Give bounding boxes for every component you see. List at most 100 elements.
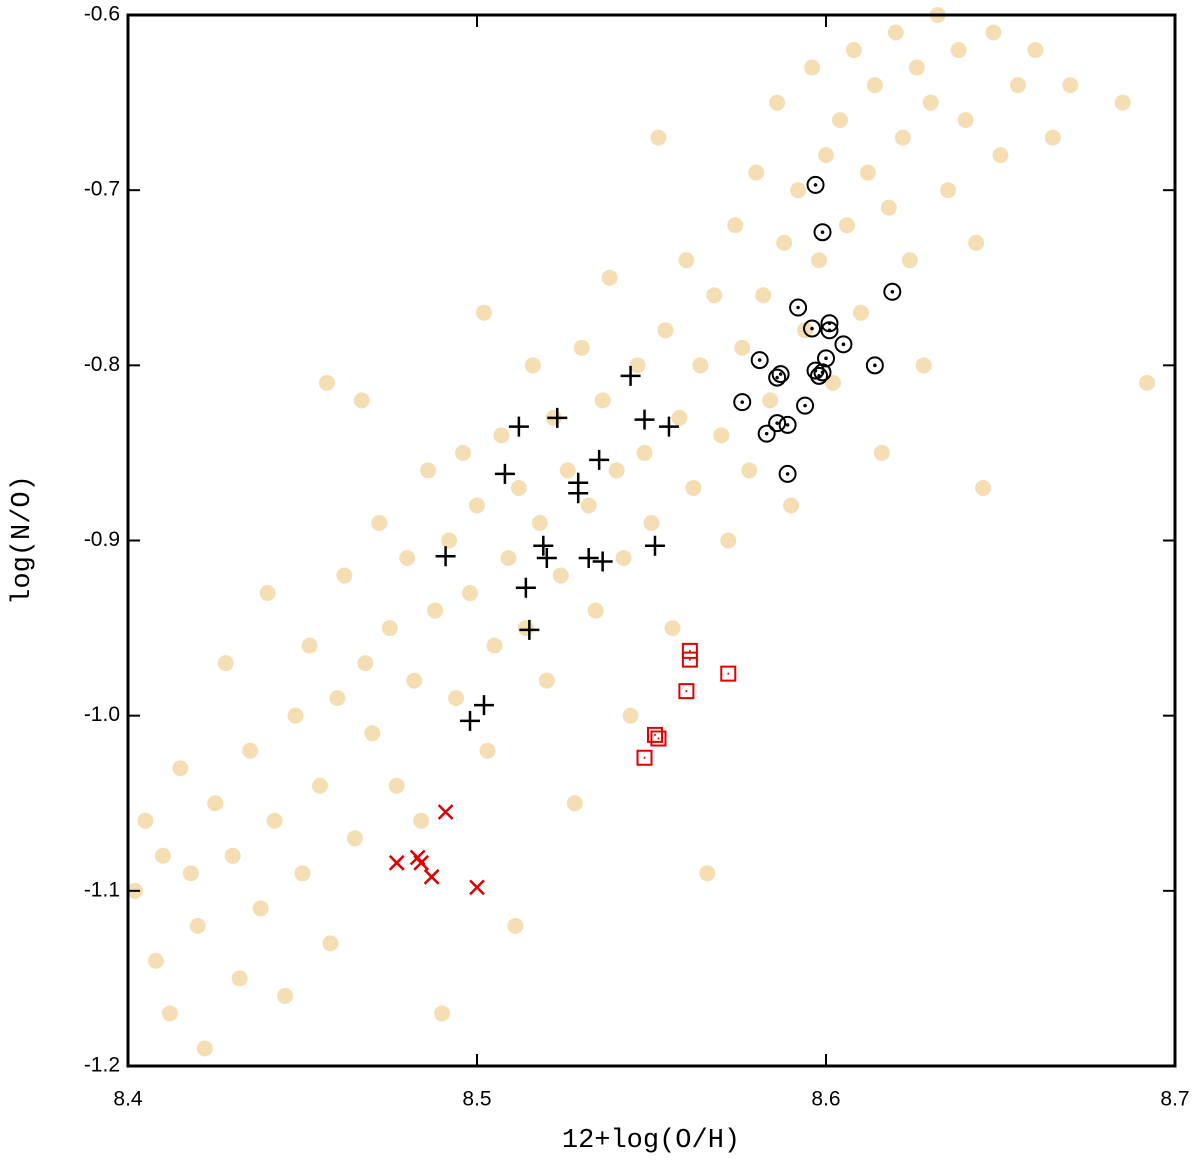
point bbox=[494, 463, 515, 484]
point bbox=[371, 514, 388, 531]
point bbox=[789, 298, 808, 317]
point bbox=[678, 683, 695, 700]
point bbox=[650, 129, 667, 146]
point bbox=[420, 462, 437, 479]
point bbox=[720, 665, 737, 682]
point bbox=[806, 175, 825, 194]
point bbox=[1027, 42, 1044, 59]
point bbox=[748, 164, 765, 181]
point bbox=[1139, 374, 1156, 391]
point bbox=[336, 567, 353, 584]
point bbox=[620, 365, 641, 386]
point bbox=[985, 24, 1002, 41]
point bbox=[524, 357, 541, 374]
point bbox=[507, 917, 524, 934]
point bbox=[658, 416, 679, 437]
point bbox=[838, 217, 855, 234]
point bbox=[727, 217, 744, 234]
point bbox=[568, 483, 589, 504]
point bbox=[161, 1005, 178, 1022]
point bbox=[813, 223, 832, 242]
point bbox=[346, 830, 363, 847]
point bbox=[992, 147, 1009, 164]
point bbox=[1009, 77, 1026, 94]
point bbox=[741, 462, 758, 479]
point bbox=[147, 952, 164, 969]
point bbox=[294, 865, 311, 882]
point bbox=[462, 585, 479, 602]
point bbox=[615, 550, 632, 567]
x-tick-label: 8.4 bbox=[113, 1088, 143, 1111]
point bbox=[469, 497, 485, 514]
point bbox=[957, 112, 974, 129]
point bbox=[622, 707, 639, 724]
point bbox=[750, 351, 769, 369]
point bbox=[536, 548, 557, 569]
point bbox=[519, 619, 540, 640]
point bbox=[734, 339, 751, 356]
point bbox=[531, 514, 548, 531]
point bbox=[975, 479, 992, 496]
x-tick-label: 8.7 bbox=[1160, 1088, 1189, 1111]
point bbox=[636, 444, 653, 461]
point bbox=[880, 199, 897, 216]
point bbox=[834, 335, 853, 354]
point bbox=[824, 374, 841, 391]
plot-marks bbox=[126, 7, 1156, 1057]
point bbox=[517, 620, 534, 637]
point bbox=[441, 532, 458, 549]
point bbox=[678, 252, 695, 269]
point bbox=[644, 535, 665, 556]
point bbox=[811, 252, 828, 269]
x-axis-label: 12+log(O/H) bbox=[562, 1126, 740, 1156]
point bbox=[643, 514, 660, 531]
point bbox=[873, 444, 890, 461]
point bbox=[318, 374, 335, 391]
point bbox=[329, 690, 346, 707]
point bbox=[515, 577, 536, 598]
point bbox=[578, 548, 599, 569]
point bbox=[608, 462, 625, 479]
point bbox=[448, 690, 465, 707]
point bbox=[940, 182, 957, 199]
point bbox=[706, 287, 723, 304]
point bbox=[189, 917, 206, 934]
point bbox=[364, 725, 381, 742]
point bbox=[664, 620, 681, 637]
point bbox=[573, 339, 590, 356]
point bbox=[381, 620, 398, 637]
x-tick-label: 8.5 bbox=[462, 1088, 491, 1111]
point bbox=[182, 865, 199, 882]
point bbox=[469, 879, 485, 896]
point bbox=[510, 479, 527, 496]
point bbox=[277, 987, 294, 1004]
point bbox=[818, 147, 834, 164]
point bbox=[493, 427, 510, 444]
point bbox=[547, 407, 568, 428]
point bbox=[887, 24, 904, 41]
point bbox=[950, 42, 967, 59]
point bbox=[311, 777, 328, 794]
point bbox=[831, 112, 848, 129]
point bbox=[813, 363, 832, 382]
plot-frame bbox=[126, 13, 1177, 1068]
point bbox=[783, 497, 800, 514]
point bbox=[894, 129, 911, 146]
point bbox=[435, 546, 456, 567]
point bbox=[699, 865, 716, 882]
point bbox=[196, 1040, 213, 1057]
point bbox=[636, 749, 653, 766]
point bbox=[646, 726, 663, 743]
point bbox=[901, 252, 918, 269]
point bbox=[762, 392, 779, 409]
point bbox=[172, 760, 189, 777]
point bbox=[796, 396, 815, 415]
point bbox=[508, 416, 529, 437]
x-tick-label: 8.6 bbox=[811, 1088, 840, 1111]
y-tick-label: -1.1 bbox=[84, 878, 120, 901]
point bbox=[778, 465, 797, 483]
point bbox=[790, 182, 807, 199]
point bbox=[650, 730, 667, 747]
